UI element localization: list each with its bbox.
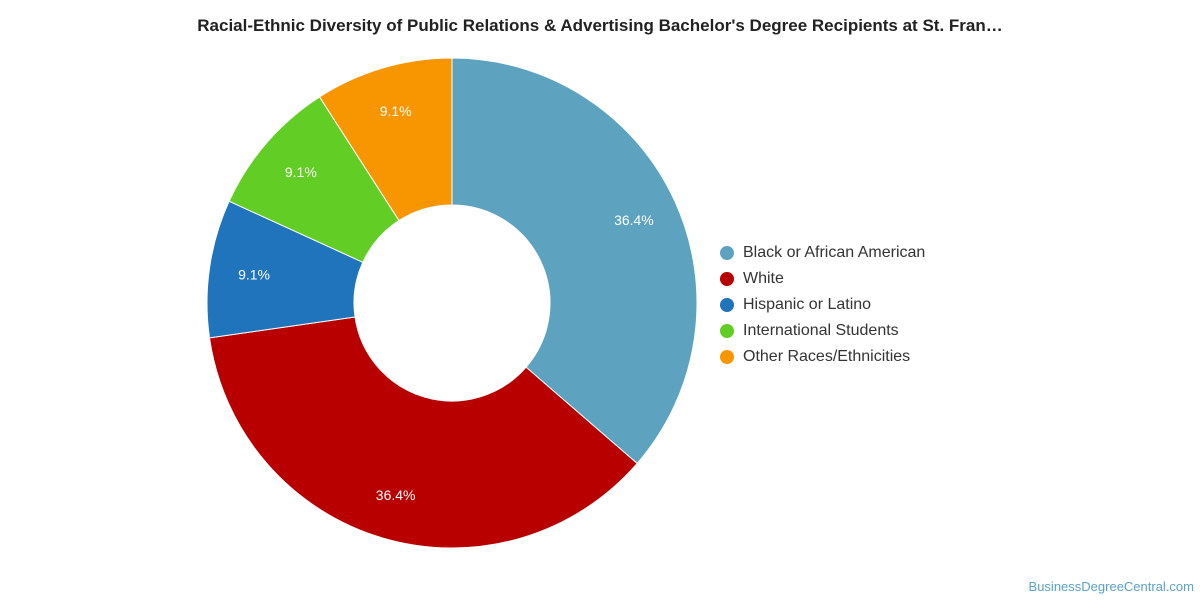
slice-black-or-african-american[interactable] (451, 57, 698, 465)
slice-other-races-ethnicities[interactable] (318, 57, 453, 222)
legend-label: Other Races/Ethnicities (743, 348, 911, 365)
legend-label: Hispanic or Latino (743, 296, 872, 313)
legend-label: White (743, 270, 784, 287)
legend-label: Black or African American (743, 244, 926, 261)
legend-label: International Students (743, 322, 899, 339)
legend-item[interactable]: Hispanic or Latino (720, 292, 925, 318)
legend-item[interactable]: White (720, 266, 925, 292)
legend-swatch (720, 246, 734, 260)
site-credit[interactable]: BusinessDegreeCentral.com (1028, 579, 1194, 594)
slice-value-label: 9.1% (380, 103, 412, 119)
legend-swatch (720, 272, 734, 286)
legend-swatch (720, 298, 734, 312)
slices-group (206, 57, 698, 549)
legend-item[interactable]: Black or African American (720, 240, 925, 266)
slice-value-label: 36.4% (614, 212, 654, 228)
slice-white[interactable] (208, 316, 638, 549)
slice-value-label: 9.1% (238, 267, 270, 283)
legend: Black or African American White Hispanic o… (720, 240, 925, 370)
legend-swatch (720, 350, 734, 364)
slice-value-label: 9.1% (285, 164, 317, 180)
legend-swatch (720, 324, 734, 338)
slice-value-label: 36.4% (376, 487, 416, 503)
chart-title: Racial-Ethnic Diversity of Public Relati… (197, 16, 1003, 35)
legend-item[interactable]: International Students (720, 318, 925, 344)
legend-item[interactable]: Other Races/Ethnicities (720, 344, 925, 370)
labels-group: 36.4% 36.4% 9.1% 9.1% 9.1% (238, 103, 654, 503)
